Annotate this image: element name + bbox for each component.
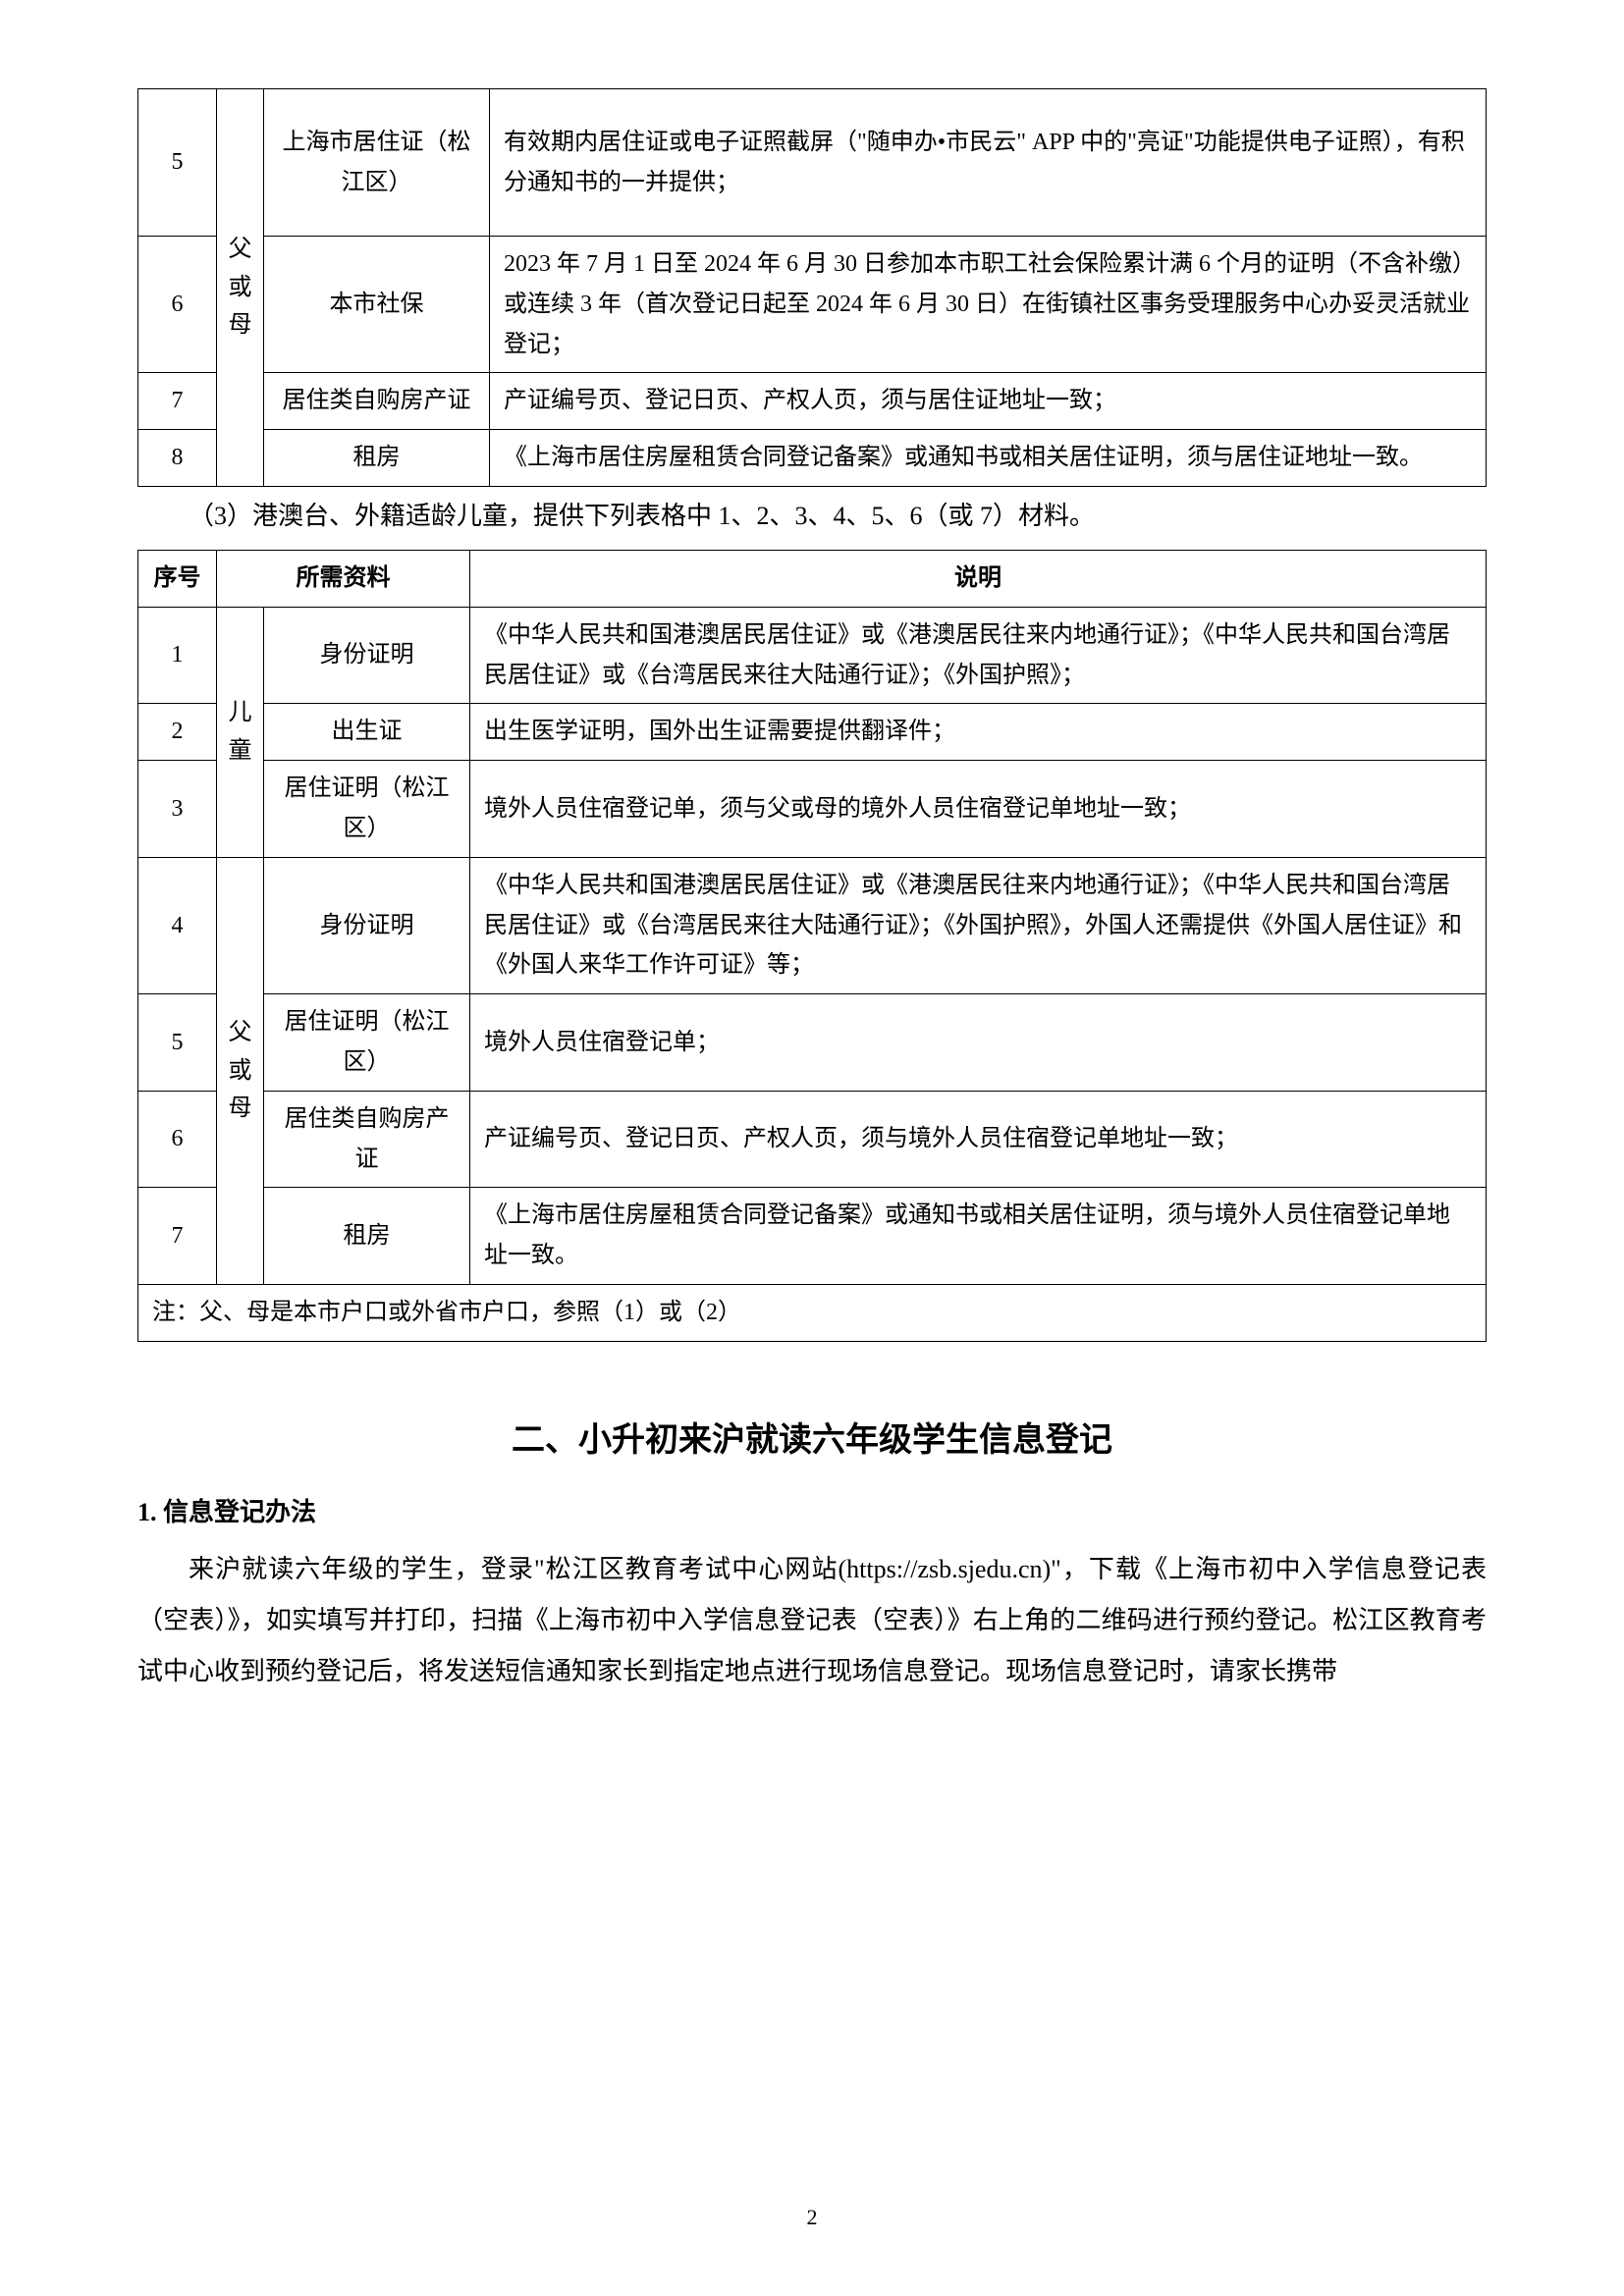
table-row: 2 出生证 出生医学证明，国外出生证需要提供翻译件； — [138, 704, 1487, 761]
row-desc: 产证编号页、登记日页、产权人页，须与居住证地址一致； — [490, 373, 1487, 430]
row-desc: 《上海市居住房屋租赁合同登记备案》或通知书或相关居住证明，须与境外人员住宿登记单… — [470, 1188, 1487, 1285]
header-desc: 说明 — [470, 550, 1487, 607]
row-num: 5 — [138, 994, 217, 1092]
table-row: 8 租房 《上海市居住房屋租赁合同登记备案》或通知书或相关居住证明，须与居住证地… — [138, 430, 1487, 487]
row-desc: 境外人员住宿登记单，须与父或母的境外人员住宿登记单地址一致； — [470, 761, 1487, 858]
row-item: 上海市居住证（松江区） — [264, 89, 490, 237]
section-title: 二、小升初来沪就读六年级学生信息登记 — [137, 1411, 1487, 1470]
row-desc: 《中华人民共和国港澳居民居住证》或《港澳居民往来内地通行证》；《中华人民共和国台… — [470, 607, 1487, 704]
row-num: 4 — [138, 857, 217, 993]
table-row: 3 居住证明（松江区） 境外人员住宿登记单，须与父或母的境外人员住宿登记单地址一… — [138, 761, 1487, 858]
row-who-child: 儿童 — [217, 607, 264, 857]
table-row: 6 居住类自购房产证 产证编号页、登记日页、产权人页，须与境外人员住宿登记单地址… — [138, 1091, 1487, 1188]
note-paragraph: （3）港澳台、外籍适龄儿童，提供下列表格中 1、2、3、4、5、6（或 7）材料… — [137, 491, 1487, 542]
row-num: 8 — [138, 430, 217, 487]
table-footnote: 注：父、母是本市户口或外省市户口，参照（1）或（2） — [138, 1284, 1487, 1341]
row-desc: 出生医学证明，国外出生证需要提供翻译件； — [470, 704, 1487, 761]
row-item: 出生证 — [264, 704, 470, 761]
table-footnote-row: 注：父、母是本市户口或外省市户口，参照（1）或（2） — [138, 1284, 1487, 1341]
row-desc: 《上海市居住房屋租赁合同登记备案》或通知书或相关居住证明，须与居住证地址一致。 — [490, 430, 1487, 487]
materials-table-1: 5 父或母 上海市居住证（松江区） 有效期内居住证或电子证照截屏（"随申办•市民… — [137, 88, 1487, 487]
table-row: 1 儿童 身份证明 《中华人民共和国港澳居民居住证》或《港澳居民往来内地通行证》… — [138, 607, 1487, 704]
header-item: 所需资料 — [217, 550, 470, 607]
row-item: 居住类自购房产证 — [264, 373, 490, 430]
subsection-title: 1. 信息登记办法 — [137, 1490, 1487, 1536]
row-who: 父或母 — [217, 89, 264, 487]
table-row: 6 本市社保 2023 年 7 月 1 日至 2024 年 6 月 30 日参加… — [138, 237, 1487, 373]
row-num: 2 — [138, 704, 217, 761]
row-who-parent: 父或母 — [217, 857, 264, 1284]
body-paragraph: 来沪就读六年级的学生，登录"松江区教育考试中心网站(https://zsb.sj… — [137, 1544, 1487, 1697]
row-item: 身份证明 — [264, 607, 470, 704]
table-header-row: 序号 所需资料 说明 — [138, 550, 1487, 607]
row-desc: 2023 年 7 月 1 日至 2024 年 6 月 30 日参加本市职工社会保… — [490, 237, 1487, 373]
row-item: 本市社保 — [264, 237, 490, 373]
row-num: 5 — [138, 89, 217, 237]
row-item: 居住证明（松江区） — [264, 994, 470, 1092]
row-desc: 《中华人民共和国港澳居民居住证》或《港澳居民往来内地通行证》；《中华人民共和国台… — [470, 857, 1487, 993]
table-row: 7 居住类自购房产证 产证编号页、登记日页、产权人页，须与居住证地址一致； — [138, 373, 1487, 430]
row-item: 租房 — [264, 430, 490, 487]
page-number: 2 — [0, 2198, 1624, 2237]
table-row: 5 居住证明（松江区） 境外人员住宿登记单； — [138, 994, 1487, 1092]
row-item: 租房 — [264, 1188, 470, 1285]
table-row: 7 租房 《上海市居住房屋租赁合同登记备案》或通知书或相关居住证明，须与境外人员… — [138, 1188, 1487, 1285]
row-desc: 境外人员住宿登记单； — [470, 994, 1487, 1092]
row-item: 居住类自购房产证 — [264, 1091, 470, 1188]
row-num: 6 — [138, 237, 217, 373]
row-num: 6 — [138, 1091, 217, 1188]
row-num: 1 — [138, 607, 217, 704]
materials-table-2: 序号 所需资料 说明 1 儿童 身份证明 《中华人民共和国港澳居民居住证》或《港… — [137, 550, 1487, 1342]
row-desc: 有效期内居住证或电子证照截屏（"随申办•市民云" APP 中的"亮证"功能提供电… — [490, 89, 1487, 237]
row-num: 7 — [138, 373, 217, 430]
row-item: 居住证明（松江区） — [264, 761, 470, 858]
row-item: 身份证明 — [264, 857, 470, 993]
table-row: 5 父或母 上海市居住证（松江区） 有效期内居住证或电子证照截屏（"随申办•市民… — [138, 89, 1487, 237]
table-row: 4 父或母 身份证明 《中华人民共和国港澳居民居住证》或《港澳居民往来内地通行证… — [138, 857, 1487, 993]
row-num: 3 — [138, 761, 217, 858]
row-num: 7 — [138, 1188, 217, 1285]
row-desc: 产证编号页、登记日页、产权人页，须与境外人员住宿登记单地址一致； — [470, 1091, 1487, 1188]
header-num: 序号 — [138, 550, 217, 607]
